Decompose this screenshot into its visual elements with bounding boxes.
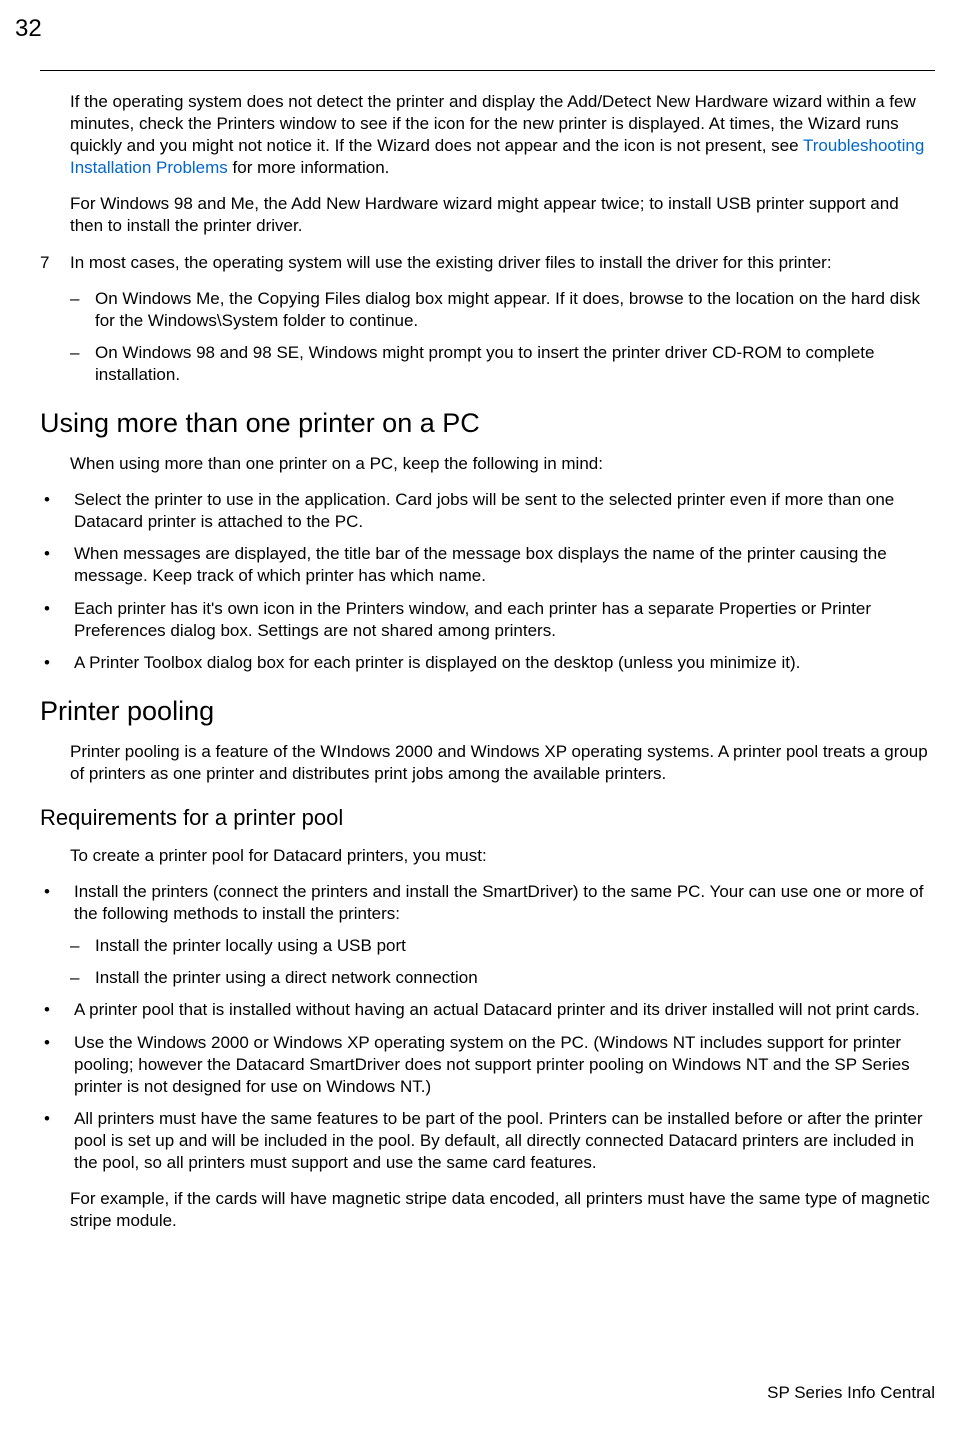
bullet-item: • Each printer has it's own icon in the … (40, 598, 935, 642)
bullet-item: • Select the printer to use in the appli… (40, 489, 935, 533)
header-rule (40, 70, 935, 71)
text-segment: If the operating system does not detect … (70, 92, 916, 155)
step7-subitem-1: – On Windows Me, the Copying Files dialo… (70, 288, 935, 332)
section1-intro: When using more than one printer on a PC… (70, 453, 935, 475)
dash-marker: – (70, 288, 95, 332)
bullet-marker: • (40, 652, 74, 674)
text-segment: for more information. (228, 158, 390, 177)
dash-marker: – (70, 967, 95, 989)
bullet-text: When messages are displayed, the title b… (74, 543, 935, 587)
bullet-text: Each printer has it's own icon in the Pr… (74, 598, 935, 642)
dash-marker: – (70, 342, 95, 386)
req-note: For example, if the cards will have magn… (70, 1188, 935, 1232)
req-subitem-2: – Install the printer using a direct net… (70, 967, 935, 989)
subitem-text: Install the printer using a direct netwo… (95, 967, 935, 989)
section-printer-pooling: Printer pooling (40, 696, 935, 727)
bullet-text: Use the Windows 2000 or Windows XP opera… (74, 1032, 935, 1098)
step-number: 7 (40, 252, 70, 274)
subitem-text: On Windows 98 and 98 SE, Windows might p… (95, 342, 935, 386)
step7-subitem-2: – On Windows 98 and 98 SE, Windows might… (70, 342, 935, 386)
bullet-text: Install the printers (connect the printe… (74, 881, 935, 925)
subitem-text: Install the printer locally using a USB … (95, 935, 935, 957)
step-text: In most cases, the operating system will… (70, 252, 935, 274)
bullet-item: • A Printer Toolbox dialog box for each … (40, 652, 935, 674)
bullet-item: • All printers must have the same featur… (40, 1108, 935, 1174)
subitem-text: On Windows Me, the Copying Files dialog … (95, 288, 935, 332)
page-number: 32 (15, 15, 42, 43)
bullet-marker: • (40, 999, 74, 1021)
bullet-item: • Install the printers (connect the prin… (40, 881, 935, 925)
dash-marker: – (70, 935, 95, 957)
document-page: 32 If the operating system does not dete… (0, 0, 975, 1428)
bullet-item: • A printer pool that is installed witho… (40, 999, 935, 1021)
bullet-item: • Use the Windows 2000 or Windows XP ope… (40, 1032, 935, 1098)
section2-intro: Printer pooling is a feature of the WInd… (70, 741, 935, 785)
footer-text: SP Series Info Central (767, 1383, 935, 1403)
bullet-marker: • (40, 1108, 74, 1174)
bullet-item: • When messages are displayed, the title… (40, 543, 935, 587)
section-multiple-printers: Using more than one printer on a PC (40, 408, 935, 439)
subsection-requirements: Requirements for a printer pool (40, 805, 935, 831)
bullet-text: Select the printer to use in the applica… (74, 489, 935, 533)
paragraph-intro: If the operating system does not detect … (70, 91, 935, 179)
req-subitem-1: – Install the printer locally using a US… (70, 935, 935, 957)
bullet-marker: • (40, 598, 74, 642)
bullet-marker: • (40, 881, 74, 925)
bullet-text: A Printer Toolbox dialog box for each pr… (74, 652, 935, 674)
bullet-marker: • (40, 489, 74, 533)
bullet-marker: • (40, 543, 74, 587)
subsection1-intro: To create a printer pool for Datacard pr… (70, 845, 935, 867)
bullet-marker: • (40, 1032, 74, 1098)
bullet-text: A printer pool that is installed without… (74, 999, 935, 1021)
step-7: 7 In most cases, the operating system wi… (40, 252, 935, 274)
bullet-text: All printers must have the same features… (74, 1108, 935, 1174)
paragraph-windows98: For Windows 98 and Me, the Add New Hardw… (70, 193, 935, 237)
